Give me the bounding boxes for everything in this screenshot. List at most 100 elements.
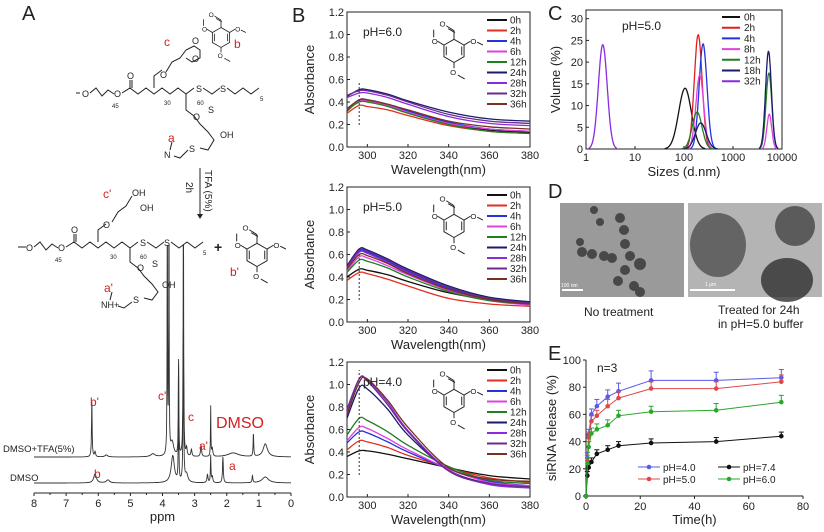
legend-label: pH=4.0 [663,463,696,474]
atom-label: S [152,259,158,269]
y-axis-label: Absorbance [302,395,317,464]
legend-label: 36h [510,450,527,461]
atom-label: O [192,54,199,64]
legend-label: pH=6.0 [743,475,776,486]
nmr-trace [34,333,292,484]
data-point [713,408,719,413]
legend-label: 36h [510,100,527,111]
legend-marker [646,464,652,470]
trace-label: DMSO [10,473,39,484]
x-axis-label: Wavelength(nm) [391,512,486,527]
x-tick-label: 80 [797,501,809,513]
data-point [594,451,600,457]
plus-sign: + [214,239,222,255]
data-point [713,439,719,444]
atom-label: O [160,70,167,80]
legend-label: 6h [510,397,521,408]
legend-label: 12h [510,233,527,244]
data-point [648,409,654,414]
data-point [779,379,784,385]
y-tick-label: 0.2 [329,470,344,482]
x-tick-label: 100 [675,152,693,164]
benzaldehyde-structure-icon [431,369,483,430]
legend-label: 28h [510,429,527,440]
ph-annotation: pH=4.0 [363,375,402,389]
x-tick-label: 40 [688,501,700,513]
y-tick-label: 60 [569,409,581,421]
y-axis-label: siRNA release (%) [544,375,559,481]
data-point [779,399,784,405]
label-b-prime: b' [230,265,239,279]
legend-label: 4h [510,37,521,48]
series-line-32h [346,89,531,125]
x-tick-label: 340 [439,500,457,512]
panel-label-d: D [548,181,562,203]
x-tick-label: 0 [288,498,294,510]
polymer-structure-after: O O 45 O 30 60 S S S 5 O OH OH c' O OH S… [18,187,286,310]
y-tick-label: 1.0 [329,205,344,217]
x-tick-label: 340 [439,325,457,337]
x-tick-label: 5 [127,498,133,510]
x-tick-label: 300 [358,150,376,162]
atom-label: O [71,225,78,235]
x-tick-label: 1 [583,152,589,164]
legend-label: 24h [510,68,527,79]
n-annotation: n=3 [597,361,618,375]
data-point [713,386,719,391]
legend-marker [726,476,732,482]
legend-label: 12h [510,408,527,419]
y-tick-label: 0.2 [329,295,344,307]
series-line-24h [346,88,531,122]
legend-label: 6h [510,222,521,233]
x-tick-label: 360 [480,500,498,512]
legend-label: 24h [510,243,527,254]
y-axis-label: Absorbance [302,45,317,114]
ph-annotation: pH=5.0 [363,200,402,214]
legend-label: 4h [510,387,521,398]
peak-annotation: b' [90,395,99,409]
atom-label: OH [140,203,154,213]
trace-label: DMSO+TFA(5%) [3,444,75,455]
y-tick-label: 0.2 [329,120,344,132]
panel-label-c: C [548,3,562,25]
polymer-structure-before: O O 45 O 30 60 S S S 5 O O O c b O OH S … [76,11,264,160]
atom-label: S [196,84,202,94]
x-tick-label: 3 [192,498,198,510]
data-point [589,459,594,465]
series-line-32h [346,248,531,304]
y-tick-label: 10 [571,101,583,113]
atom-label: N [164,150,171,160]
legend-label: 0h [510,366,521,377]
y-tick-label: 1.2 [329,357,344,369]
data-point [585,461,590,466]
legend-label: 18h [744,66,761,77]
legend-label: 32h [510,264,527,275]
y-tick-label: 0.8 [329,227,344,239]
data-point [589,431,594,436]
x-axis-label: Wavelength(nm) [391,337,486,352]
y-tick-label: 15 [571,79,583,91]
y-tick-label: 0.4 [329,447,344,459]
reagent-label: TFA (5%) [202,170,213,212]
atom-label: O [193,112,200,122]
data-point [605,422,610,428]
atom-label: O [82,89,89,99]
x-tick-label: 340 [439,150,457,162]
x-tick-label: 300 [358,500,376,512]
benzaldehyde-structure-icon [431,194,483,255]
data-point [594,413,600,419]
series-line-0h [346,449,531,480]
subscript-peg: 45 [112,104,119,110]
label-c: c [164,35,170,49]
dls-size-distribution-chart: 1 10 100 1000 10000 0 5 10 15 20 25 30 Sizes (d.nm) V… [548,9,798,179]
x-tick-label: 320 [399,325,417,337]
x-tick-label: 10000 [767,152,798,164]
x-axis-label: ppm [150,509,175,524]
series-line-6h [346,99,531,132]
tem-caption-right-line2: in pH=5.0 buffer [718,317,804,331]
label-a-prime: a' [104,281,113,295]
y-tick-label: 0.4 [329,97,344,109]
series-line-pH=6.0 [585,401,782,497]
atom-label: OH [220,130,234,140]
x-tick-label: 4 [159,498,165,510]
